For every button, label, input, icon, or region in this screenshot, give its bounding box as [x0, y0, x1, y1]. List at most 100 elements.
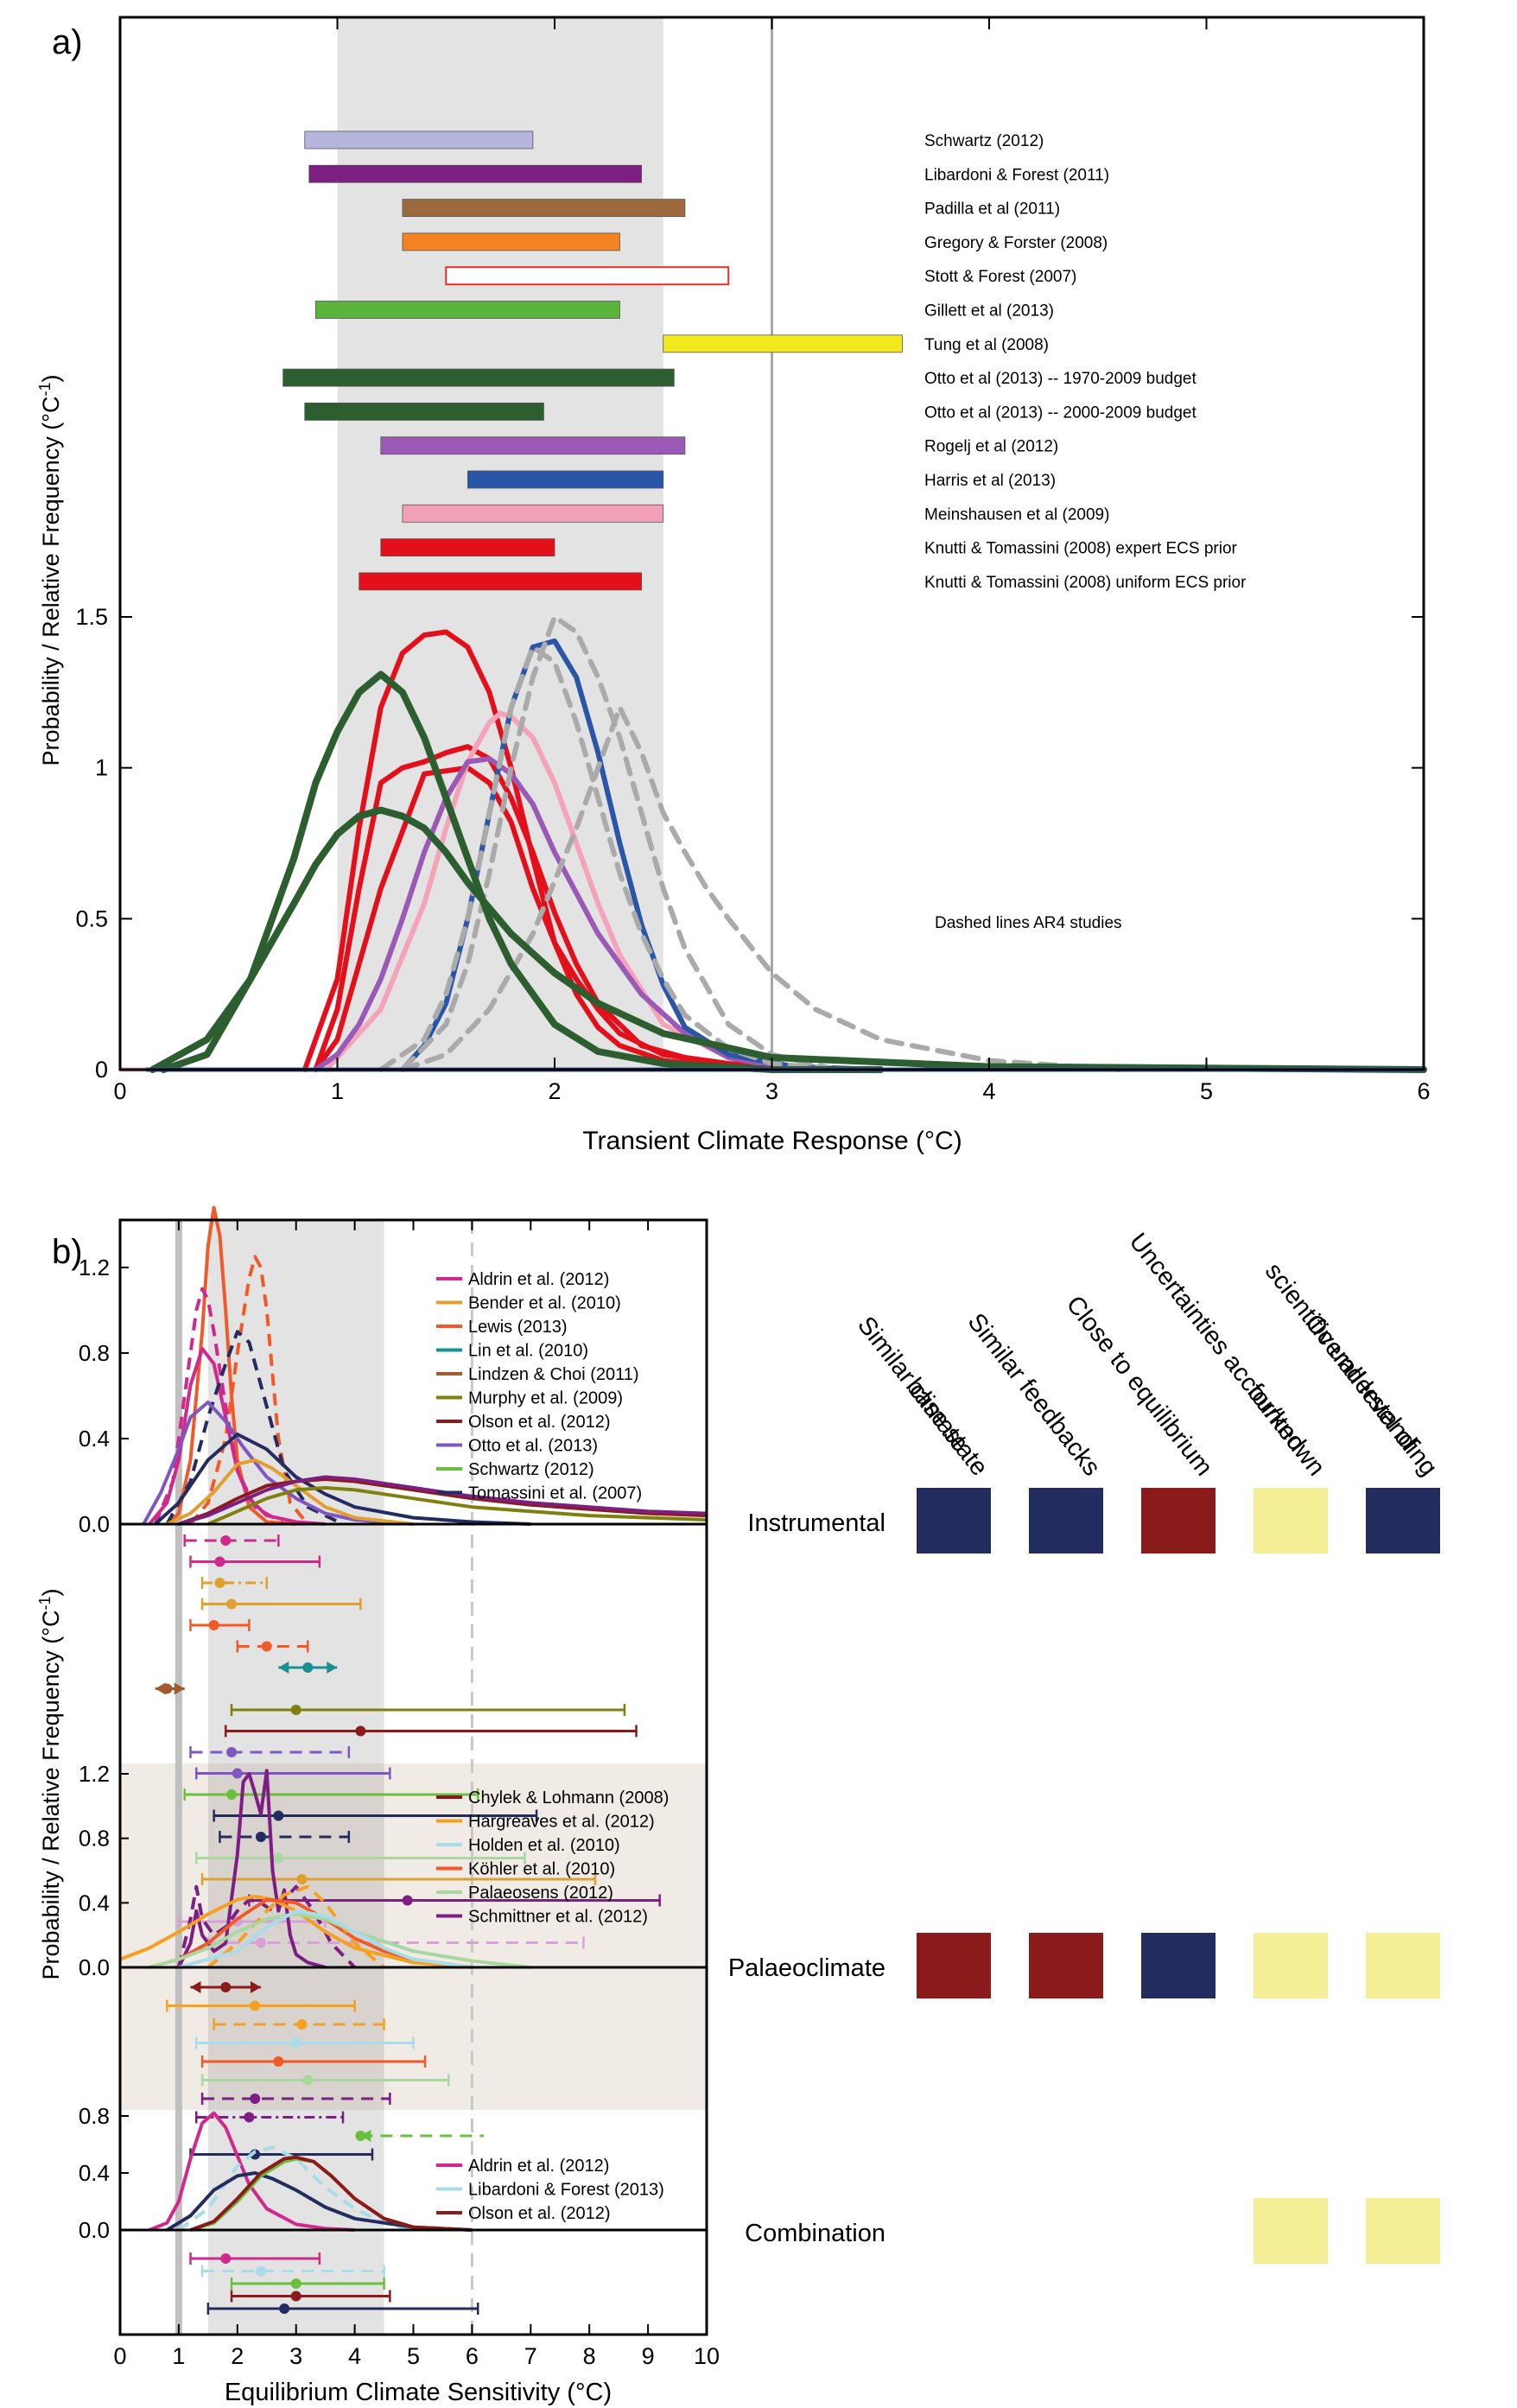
range-median-dot [279, 2303, 290, 2314]
tcr-x-axis-label: Transient Climate Response (°C) [582, 1127, 962, 1155]
y-tick-label: 0.8 [79, 1340, 110, 1366]
range-median-dot [273, 2056, 284, 2067]
range-median-dot [290, 1705, 301, 1715]
ecs-pdf-dashed-curve [153, 1287, 286, 1526]
x-tick-label: 7 [524, 2343, 537, 2369]
ar4-dashed-pdf-curve [399, 704, 1122, 1072]
tcr-pdf-curve [313, 756, 797, 1072]
legend-label: Schmittner et al. (2012) [468, 1908, 648, 1927]
tcr-range-bar [445, 266, 730, 286]
range-arrowhead-right [327, 1661, 338, 1674]
y-tick-label: 0.4 [79, 2160, 110, 2186]
range-median-dot [290, 2278, 301, 2289]
ecs-pdf-curve [207, 1485, 708, 1526]
range-median-dot [220, 2253, 232, 2264]
x-tick-label: 2 [548, 1078, 561, 1104]
dashed-lines-note: Dashed lines AR4 studies [935, 914, 1122, 932]
ecs-pdf-curve [149, 2111, 355, 2232]
tcr-range-bar [380, 538, 555, 556]
tcr-plot-area: Schwartz (2012) Libardoni & Forest (2011)… [75, 16, 1431, 1104]
legend-label: Köhler et al. (2010) [468, 1860, 615, 1879]
range-median-dot [290, 2290, 301, 2302]
ecs-pdf-curve [142, 1400, 414, 1526]
tcr-range-label: Tung et al (2008) [924, 336, 1049, 354]
matrix-column-header: base state [900, 1373, 993, 1481]
assessment-matrix: InstrumentalPalaeoclimateCombinationSimi… [728, 1228, 1443, 2264]
range-median-dot [162, 1683, 173, 1694]
tcr-range-label: Otto et al (2013) -- 1970-2009 budget [924, 370, 1196, 388]
tcr-range-bar [304, 402, 544, 421]
x-tick-label: 1 [331, 1078, 344, 1104]
tcr-range-label: Knutti & Tomassini (2008) uniform ECS pr… [924, 574, 1247, 592]
range-arrowhead-left [278, 1661, 289, 1674]
tcr-range-bar [308, 164, 643, 183]
matrix-column-header: for/known [1241, 1379, 1330, 1482]
legend-label: Murphy et al. (2009) [468, 1389, 623, 1408]
y-tick-label: 1 [95, 755, 108, 781]
ecs-pdf-curve [149, 1912, 531, 1969]
x-tick-label: 8 [583, 2343, 596, 2369]
matrix-cell [917, 1488, 991, 1553]
y-tick-label: 0.0 [79, 2217, 110, 2243]
tcr-range-label: Rogelj et al (2012) [924, 438, 1058, 456]
matrix-cell [1366, 1488, 1440, 1553]
ecs-pdf-dashed-curve [176, 1884, 357, 1969]
x-tick-label: 3 [765, 1078, 778, 1104]
x-tick-label: 5 [1200, 1078, 1213, 1104]
ecs-plot-area: 0.0 0.4 0.8 1.2 Aldrin et al. (2012) Bender e… [79, 1205, 720, 2369]
tcr-range-bar [359, 572, 643, 591]
matrix-row-label: Instrumental [747, 1509, 885, 1537]
panel-b: b) 0.0 0.4 0.8 1.2 Aldrin et al. (2012) Bende… [36, 1205, 1443, 2406]
ecs-pdf-curve [177, 1769, 327, 1969]
tcr-range-bar [402, 504, 664, 523]
legend-label: Aldrin et al. (2012) [468, 1270, 609, 1289]
range-arrowhead-right [174, 1682, 185, 1695]
legend-label: Libardoni & Forest (2013) [468, 2181, 664, 2200]
tcr-range-bar [314, 301, 620, 319]
tcr-range-label: Schwartz (2012) [924, 132, 1044, 150]
range-median-dot [273, 1810, 284, 1821]
range-median-dot [214, 1556, 225, 1567]
matrix-row-label: Combination [745, 2220, 885, 2247]
x-tick-label: 2 [231, 2343, 244, 2369]
x-tick-label: 10 [694, 2343, 720, 2369]
range-median-dot [214, 1578, 225, 1588]
y-tick-label: 1.2 [79, 1255, 110, 1280]
ecs-pdf-dashed-curve [206, 1884, 385, 1969]
ecs-pdf-dashed-curve [177, 2145, 414, 2232]
panel-a-label: a) [52, 23, 83, 61]
legend-label: Otto et al. (2013) [468, 1437, 598, 1456]
ecs-group-instrumental: 0.0 0.4 0.8 1.2 Aldrin et al. (2012) Bender e… [79, 1205, 708, 1949]
ecs-group-palaeoclimate: 0.0 0.4 0.8 1.2 Chylek & Lohmann (2008) Hargr… [79, 1761, 707, 2161]
legend-label: Lindzen & Choi (2011) [468, 1365, 639, 1384]
legend-label: Tomassini et al. (2007) [468, 1484, 642, 1503]
ecs-pdf-curve [154, 1433, 531, 1526]
range-median-dot [255, 2265, 266, 2277]
range-median-dot [208, 1620, 219, 1630]
legend-label: Holden et al. (2010) [468, 1836, 620, 1855]
range-median-dot [302, 1662, 314, 1673]
matrix-cell [1029, 1933, 1103, 1998]
range-median-dot [290, 2037, 301, 2049]
tcr-range-bar [304, 130, 534, 149]
matrix-cell [1254, 1933, 1328, 1998]
tcr-pdf-curve [160, 670, 885, 1073]
tcr-range-label: Padilla et al (2011) [924, 200, 1060, 219]
y-tick-label: 0.4 [79, 1890, 110, 1916]
y-tick-label: 0.0 [79, 1954, 110, 1980]
tcr-range-bar [380, 436, 686, 455]
range-median-dot [226, 1598, 238, 1610]
y-tick-label: 0.4 [79, 1426, 110, 1452]
range-median-dot [355, 2131, 366, 2141]
legend-label: Lewis (2013) [468, 1318, 568, 1337]
range-median-dot [255, 1937, 266, 1948]
legend-label: Schwartz (2012) [468, 1460, 594, 1479]
tcr-pdf-curve [399, 638, 884, 1072]
range-median-dot [226, 1789, 238, 1800]
x-tick-label: 4 [982, 1078, 995, 1104]
matrix-cell [1141, 1488, 1216, 1553]
panel-a: a) Schwartz (2012) Libardoni & Forest (20… [36, 16, 1431, 1155]
tcr-range-label: Stott & Forest (2007) [924, 268, 1076, 286]
range-arrowhead-left [190, 1981, 201, 1993]
